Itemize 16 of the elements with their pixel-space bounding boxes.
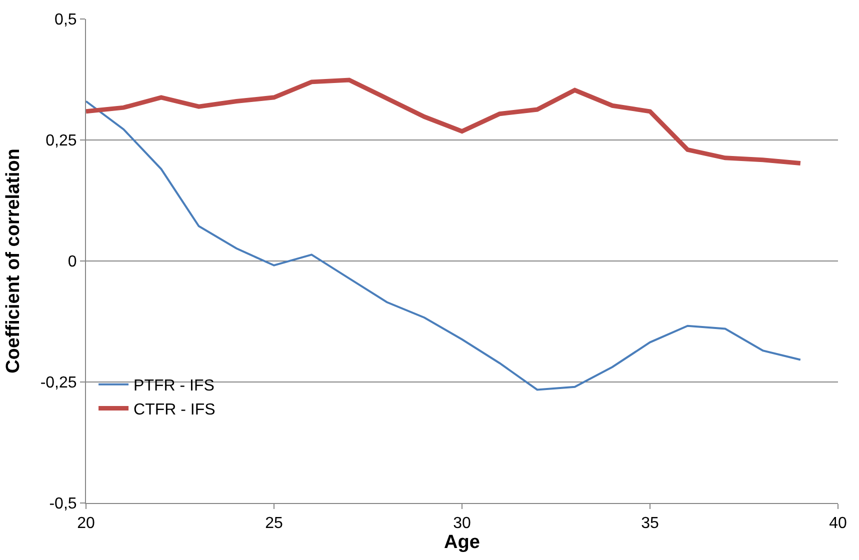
y-tick-label: 0 (68, 254, 77, 271)
x-tick-label: 30 (453, 515, 471, 532)
legend-label: CTFR - IFS (134, 401, 216, 418)
x-axis-title: Age (444, 532, 480, 554)
line-series (86, 100, 802, 391)
x-tick-label: 25 (265, 515, 283, 532)
y-tick-label: -0,25 (40, 374, 77, 392)
y-tick-label: 0,25 (46, 132, 77, 150)
y-axis-title: Coefficient of correlation (3, 148, 24, 374)
y-tick-label: -0,5 (49, 496, 77, 513)
line-series (86, 78, 803, 166)
x-tick-label: 40 (829, 515, 847, 532)
x-tick-label: 20 (77, 515, 95, 532)
y-tick-label: 0,5 (54, 12, 77, 29)
x-tick-label: 35 (641, 515, 659, 532)
legend-label: PTFR - IFS (134, 378, 214, 395)
